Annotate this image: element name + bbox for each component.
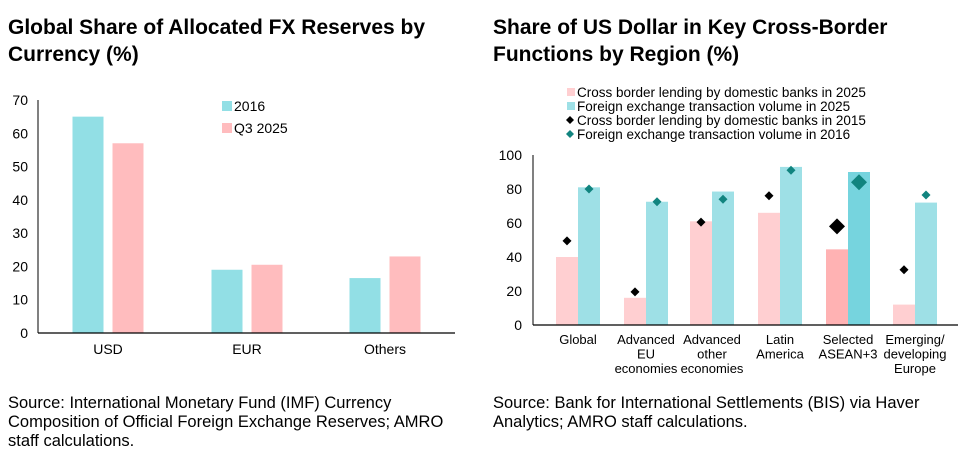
right-x-tick-label: Latin	[766, 332, 794, 347]
right-legend-swatch	[567, 88, 575, 96]
right-x-tick-label: Advanced	[683, 332, 741, 347]
right-marker-series3-selected-asean-3	[851, 174, 867, 191]
left-x-tick-label: USD	[93, 341, 123, 357]
right-legend-label: Foreign exchange transaction volume in 2…	[577, 99, 850, 114]
right-legend-label: Cross border lending by domestic banks i…	[577, 85, 866, 100]
right-marker-series2-global	[562, 236, 572, 246]
left-legend-label: Q3 2025	[234, 120, 288, 136]
left-y-tick-label: 10	[12, 292, 28, 308]
right-y-tick-label: 20	[506, 283, 522, 299]
left-legend-swatch	[222, 101, 232, 111]
left-chart-source: Source: International Monetary Fund (IMF…	[8, 394, 444, 450]
right-bar-series1-advanced-other-economies	[712, 191, 734, 325]
right-bar-series0-emerging-developing-europe	[893, 304, 915, 325]
right-marker-series2-advanced-eu-economies	[630, 287, 640, 297]
right-bar-series1-global	[578, 187, 600, 325]
right-y-tick-label: 100	[499, 147, 523, 163]
right-marker-series3-global	[584, 184, 594, 194]
right-marker-series3-emerging-developing-europe	[921, 190, 931, 200]
right-legend-marker	[566, 116, 574, 124]
left-bar-q3-2025-usd	[112, 143, 144, 333]
right-y-tick-label: 60	[506, 215, 522, 231]
right-marker-series3-latin-america	[786, 165, 796, 175]
right-bar-series0-advanced-eu-economies	[624, 297, 646, 325]
right-bar-series1-latin-america	[780, 166, 802, 325]
left-legend-swatch	[222, 123, 232, 133]
right-x-tick-label: EU	[637, 347, 655, 362]
right-bar-series1-advanced-eu-economies	[646, 201, 668, 325]
left-x-tick-label: EUR	[232, 341, 262, 357]
right-x-tick-label: America	[756, 347, 804, 362]
right-legend-swatch	[567, 102, 575, 110]
left-y-tick-label: 50	[12, 159, 28, 175]
right-chart-source: Source: Bank for International Settlemen…	[493, 394, 920, 431]
right-bar-series1-emerging-developing-europe	[915, 202, 937, 325]
right-marker-series2-latin-america	[764, 191, 774, 201]
right-marker-series3-advanced-eu-economies	[652, 197, 662, 207]
right-bar-series0-advanced-other-economies	[690, 221, 712, 325]
left-bar-q3-2025-others	[389, 256, 421, 333]
left-y-tick-label: 0	[20, 325, 28, 341]
left-y-tick-label: 60	[12, 125, 28, 141]
left-bar-2016-eur	[211, 269, 243, 333]
left-chart-title: Global Share of Allocated FX Reserves by…	[8, 16, 426, 66]
right-marker-series2-emerging-developing-europe	[899, 265, 909, 275]
right-bar-series0-global	[556, 257, 578, 325]
right-y-tick-label: 0	[514, 317, 522, 333]
left-y-tick-label: 30	[12, 225, 28, 241]
right-x-tick-label: Selected	[823, 332, 874, 347]
left-y-tick-label: 20	[12, 258, 28, 274]
right-legend-marker	[566, 130, 574, 138]
right-x-tick-label: economies	[681, 361, 744, 376]
left-y-tick-label: 70	[12, 92, 28, 108]
right-bar-series0-latin-america	[758, 212, 780, 325]
left-bar-2016-usd	[72, 116, 104, 334]
left-bar-2016-others	[349, 278, 381, 333]
right-y-tick-label: 80	[506, 181, 522, 197]
right-x-tick-label: Emerging/	[885, 332, 945, 347]
right-legend-label: Foreign exchange transaction volume in 2…	[577, 127, 850, 142]
right-x-tick-label: developing	[884, 347, 947, 362]
right-x-tick-label: Europe	[894, 361, 936, 376]
right-marker-series3-advanced-other-economies	[718, 194, 728, 204]
right-x-tick-label: economies	[615, 361, 678, 376]
left-x-tick-label: Others	[364, 341, 406, 357]
left-y-tick-label: 40	[12, 192, 28, 208]
right-marker-series2-selected-asean-3	[829, 218, 845, 235]
right-y-tick-label: 40	[506, 249, 522, 265]
left-bar-q3-2025-eur	[251, 264, 283, 333]
right-x-tick-label: ASEAN+3	[819, 347, 878, 362]
right-x-tick-label: Advanced	[617, 332, 675, 347]
right-marker-series2-advanced-other-economies	[696, 217, 706, 227]
right-bar-series1-selected-asean-3	[848, 172, 870, 325]
left-legend-label: 2016	[234, 98, 265, 114]
right-legend-label: Cross border lending by domestic banks i…	[577, 113, 866, 128]
right-x-tick-label: Global	[559, 332, 597, 347]
right-chart-title: Share of US Dollar in Key Cross-Border F…	[493, 16, 888, 66]
right-bar-series0-selected-asean-3	[826, 249, 848, 325]
right-x-tick-label: other	[697, 347, 727, 362]
